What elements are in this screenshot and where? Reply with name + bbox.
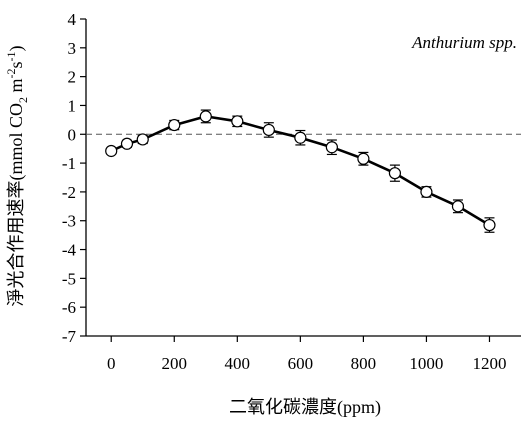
y-label-sup1: -2 — [4, 68, 18, 78]
annotation: Anthurium spp. — [411, 33, 517, 52]
ticks: 4 3 2 1 0 -1 -2 -3 -4 -5 -6 -7 0 200 400 600 800 1000 1200 — [62, 10, 507, 373]
data-point — [452, 201, 463, 212]
y-label-prefix: 淨光合作用速率(mmol CO — [6, 103, 27, 307]
data-point — [200, 111, 211, 122]
data-point — [295, 132, 306, 143]
y-label-mid: m — [6, 78, 26, 97]
y-tick-label: 3 — [68, 39, 77, 58]
y-tick-label: 1 — [68, 96, 77, 115]
x-tick-label: 800 — [351, 354, 377, 373]
data-point — [121, 138, 132, 149]
y-tick-label: 2 — [68, 68, 77, 87]
data-point — [232, 116, 243, 127]
x-tick-label: 200 — [162, 354, 188, 373]
x-tick-label: 1000 — [409, 354, 443, 373]
y-tick-label: -6 — [62, 298, 76, 317]
data-point — [484, 220, 495, 231]
axes — [86, 19, 521, 336]
y-tick-label: 4 — [68, 10, 77, 29]
y-tick-label: -7 — [62, 327, 77, 346]
y-tick-label: -1 — [62, 154, 76, 173]
x-axis-label: 二氧化碳濃度(ppm) — [229, 397, 381, 418]
x-tick-label: 0 — [107, 354, 116, 373]
data-point — [421, 186, 432, 197]
data-point — [358, 153, 369, 164]
y-label-s: s — [6, 61, 26, 68]
y-label-sup2: -1 — [4, 51, 18, 61]
y-label-suffix: ) — [6, 45, 27, 51]
y-axis-label: 淨光合作用速率(mmol CO2 m-2s-1) — [4, 45, 30, 306]
data-point — [137, 134, 148, 145]
y-tick-label: 0 — [68, 125, 77, 144]
x-tick-label: 1200 — [472, 354, 506, 373]
y-tick-label: -5 — [62, 269, 76, 288]
series — [106, 110, 495, 232]
x-tick-label: 400 — [225, 354, 251, 373]
data-point — [389, 168, 400, 179]
y-tick-label: -3 — [62, 212, 76, 231]
x-tick-label: 600 — [288, 354, 314, 373]
y-tick-label: -4 — [62, 241, 77, 260]
data-point — [169, 120, 180, 131]
data-point — [263, 124, 274, 135]
data-point — [326, 142, 337, 153]
y-tick-label: -2 — [62, 183, 76, 202]
data-point — [106, 145, 117, 156]
